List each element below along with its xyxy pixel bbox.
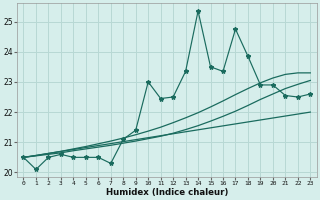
X-axis label: Humidex (Indice chaleur): Humidex (Indice chaleur) — [106, 188, 228, 197]
